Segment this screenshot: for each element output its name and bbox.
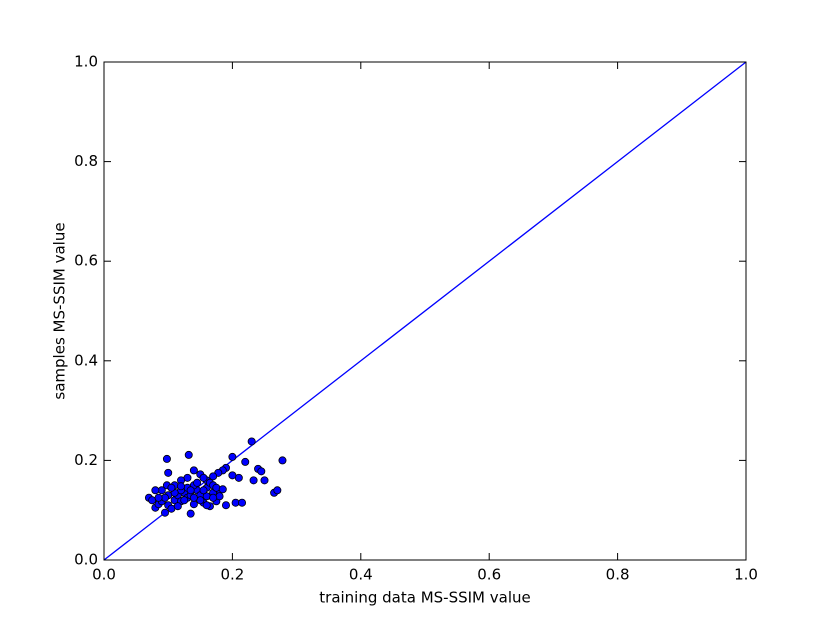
scatter-point xyxy=(162,454,171,463)
scatter-point xyxy=(247,437,256,446)
scatter-point xyxy=(160,508,169,517)
scatter-point xyxy=(151,486,160,495)
scatter-point xyxy=(238,498,247,507)
scatter-point xyxy=(154,493,163,502)
x-tick-label: 0.6 xyxy=(477,566,501,584)
scatter-point xyxy=(177,482,186,491)
scatter-point xyxy=(228,471,237,480)
scatter-point xyxy=(228,452,237,461)
x-tick-label: 0.2 xyxy=(220,566,244,584)
scatter-point xyxy=(257,467,266,476)
y-tick-label: 0.4 xyxy=(74,351,98,369)
scatter-point xyxy=(278,456,287,465)
scatter-point xyxy=(173,502,182,511)
scatter-point xyxy=(218,485,227,494)
scatter-point xyxy=(209,472,218,481)
y-tick-label: 0.6 xyxy=(74,252,98,270)
x-tick-label: 0.8 xyxy=(606,566,630,584)
scatter-point xyxy=(164,468,173,477)
scatter-point xyxy=(180,496,189,505)
x-tick-label: 1.0 xyxy=(734,566,758,584)
plot-frame xyxy=(103,61,747,561)
y-tick-label: 0.0 xyxy=(74,551,98,569)
scatter-point xyxy=(167,483,176,492)
y-axis-label: samples MS-SSIM value xyxy=(51,222,69,399)
x-tick-label: 0.4 xyxy=(349,566,373,584)
scatter-point xyxy=(189,466,198,475)
x-tick-label: 0.0 xyxy=(92,566,116,584)
scatter-point xyxy=(189,493,198,502)
scatter-point xyxy=(212,483,221,492)
scatter-point xyxy=(186,486,195,495)
y-tick-label: 1.0 xyxy=(74,53,98,71)
scatter-point xyxy=(209,493,218,502)
scatter-point xyxy=(202,501,211,510)
scatter-point xyxy=(215,492,224,501)
y-tick-label: 0.2 xyxy=(74,451,98,469)
scatter-point xyxy=(199,486,208,495)
scatter-point xyxy=(249,476,258,485)
diagonal-line xyxy=(103,61,747,561)
scatter-point xyxy=(184,450,193,459)
scatter-point xyxy=(260,476,269,485)
scatter-point xyxy=(241,457,250,466)
scatter-point xyxy=(193,478,202,487)
x-axis-label: training data MS-SSIM value xyxy=(319,589,530,607)
y-tick-label: 0.8 xyxy=(74,152,98,170)
scatter-point xyxy=(221,501,230,510)
scatter-point xyxy=(186,509,195,518)
scatter-point xyxy=(199,473,208,482)
scatter-point xyxy=(273,486,282,495)
